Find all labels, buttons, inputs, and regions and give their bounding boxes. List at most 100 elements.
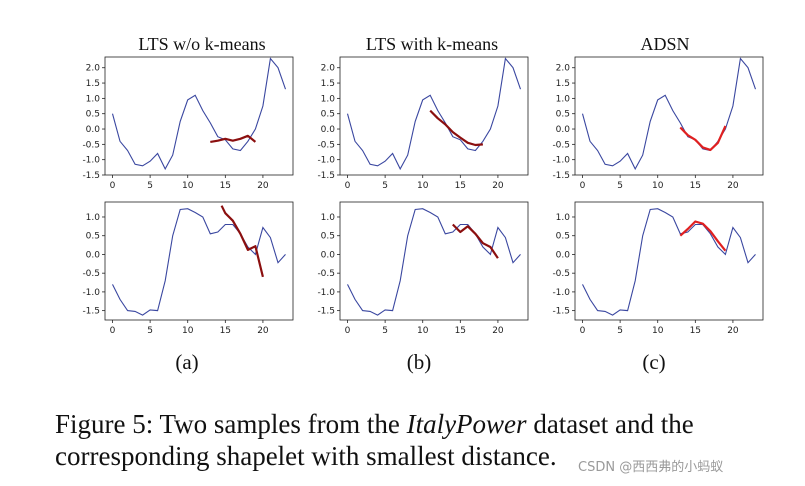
y-tick-label: 1.0 xyxy=(556,213,571,223)
x-tick-label: 20 xyxy=(727,326,739,336)
x-tick-label: 15 xyxy=(220,326,231,336)
shapelet-line xyxy=(210,134,257,143)
x-tick-label: 0 xyxy=(345,181,351,191)
y-tick-label: 0.5 xyxy=(86,232,100,242)
shapelet-line xyxy=(452,223,499,259)
y-tick-label: 1.5 xyxy=(86,79,100,89)
x-tick-label: 5 xyxy=(147,181,153,191)
x-tick-label: 15 xyxy=(220,181,231,191)
series-line xyxy=(582,208,756,316)
plot-frame xyxy=(574,56,764,176)
y-tick-label: -0.5 xyxy=(82,140,100,150)
y-tick-label: 2.0 xyxy=(556,64,571,74)
sublabel-b: (b) xyxy=(407,350,432,374)
y-tick-label: -1.5 xyxy=(317,171,335,181)
x-tick-label: 20 xyxy=(492,326,504,336)
y-tick-label: 0.5 xyxy=(556,232,570,242)
y-tick-label: -1.5 xyxy=(552,307,570,317)
x-tick-label: 10 xyxy=(417,326,429,336)
y-tick-label: -0.5 xyxy=(317,140,335,150)
plot-frame xyxy=(574,201,764,321)
subplot-1: -1.5 -1.0 -0.5 0.0 0.5 1.0 1.5 2.0 0 5 10 15 20 xyxy=(317,56,529,191)
y-tick-label: -1.5 xyxy=(82,171,100,181)
x-tick-label: 15 xyxy=(690,326,701,336)
y-tick-label: -0.5 xyxy=(552,269,570,279)
shapelet-line xyxy=(429,109,483,147)
y-tick-label: 0.5 xyxy=(556,110,570,120)
y-tick-label: 0.0 xyxy=(86,250,101,260)
x-tick-label: 20 xyxy=(727,181,739,191)
x-tick-label: 10 xyxy=(182,181,194,191)
x-tick-label: 15 xyxy=(690,181,701,191)
x-tick-label: 0 xyxy=(110,181,116,191)
subplot-3: -1.5 -1.0 -0.5 0.0 0.5 1.0 0 5 10 15 20 xyxy=(82,201,294,336)
subplot-0: -1.5 -1.0 -0.5 0.0 0.5 1.0 1.5 2.0 0 5 10 15 20 xyxy=(82,56,294,191)
x-tick-label: 20 xyxy=(257,181,269,191)
y-tick-label: 2.0 xyxy=(86,64,101,74)
x-tick-label: 0 xyxy=(110,326,116,336)
panel-title-a: LTS w/o k-means xyxy=(138,34,265,54)
panel-title-b: LTS with k-means xyxy=(366,34,498,54)
x-tick-label: 15 xyxy=(455,326,466,336)
caption-dataset: ItalyPower xyxy=(406,409,527,439)
plot-frame xyxy=(104,201,294,321)
x-tick-label: 10 xyxy=(417,181,429,191)
y-tick-label: -1.5 xyxy=(82,307,100,317)
x-tick-label: 10 xyxy=(652,181,664,191)
subplot-2: -1.5 -1.0 -0.5 0.0 0.5 1.0 1.5 2.0 0 5 10 15 20 xyxy=(552,56,764,191)
sublabel-a: (a) xyxy=(175,350,198,374)
plot-frame xyxy=(104,56,294,176)
subplot-4: -1.5 -1.0 -0.5 0.0 0.5 1.0 0 5 10 15 20 xyxy=(317,201,529,336)
y-tick-label: -1.0 xyxy=(552,288,570,298)
y-tick-label: 1.0 xyxy=(321,213,336,223)
y-tick-label: 0.0 xyxy=(556,125,571,135)
y-tick-label: 0.5 xyxy=(321,110,335,120)
y-tick-label: -1.0 xyxy=(317,156,335,166)
y-tick-label: -1.0 xyxy=(82,288,100,298)
y-tick-label: -1.0 xyxy=(552,156,570,166)
x-tick-label: 20 xyxy=(257,326,269,336)
sublabel-c: (c) xyxy=(642,350,665,374)
x-tick-label: 15 xyxy=(455,181,466,191)
y-tick-label: 1.0 xyxy=(556,94,571,104)
shapelet-line xyxy=(679,125,727,151)
y-tick-label: 0.5 xyxy=(321,232,335,242)
y-tick-label: 1.0 xyxy=(86,213,101,223)
subplot-grid: -1.5-1.0-0.50.00.51.01.52.00 5 10 15 20-1.5-… xyxy=(82,56,764,336)
plot-frame xyxy=(339,201,529,321)
y-tick-label: 1.5 xyxy=(556,79,570,89)
series-line xyxy=(346,57,522,171)
series-line xyxy=(111,57,287,171)
y-tick-label: -0.5 xyxy=(552,140,570,150)
y-tick-label: 0.0 xyxy=(86,125,101,135)
x-tick-label: 0 xyxy=(580,326,586,336)
subplot-5: -1.5 -1.0 -0.5 0.0 0.5 1.0 0 5 10 15 20 xyxy=(552,201,764,336)
y-tick-label: 0.5 xyxy=(86,110,100,120)
series-line xyxy=(581,57,757,171)
figure-canvas: LTS w/o k-means LTS with k-means ADSN -1… xyxy=(82,34,764,374)
x-tick-label: 5 xyxy=(617,326,623,336)
y-tick-label: 2.0 xyxy=(321,64,336,74)
x-tick-label: 5 xyxy=(382,326,388,336)
y-tick-label: -1.0 xyxy=(317,288,335,298)
x-tick-label: 5 xyxy=(147,326,153,336)
y-tick-label: 1.5 xyxy=(321,79,335,89)
y-tick-label: -0.5 xyxy=(317,269,335,279)
y-tick-label: -0.5 xyxy=(82,269,100,279)
shapelet-line xyxy=(220,205,264,278)
x-tick-label: 10 xyxy=(182,326,194,336)
shapelet-line xyxy=(679,220,727,252)
y-tick-label: 0.0 xyxy=(556,250,571,260)
caption-prefix: Figure 5: Two samples from the xyxy=(55,409,407,439)
y-tick-label: 1.0 xyxy=(86,94,101,104)
panel-title-c: ADSN xyxy=(640,34,689,54)
y-tick-label: -1.0 xyxy=(82,156,100,166)
y-tick-label: -1.5 xyxy=(552,171,570,181)
y-tick-label: 1.0 xyxy=(321,94,336,104)
figure-caption: Figure 5: Two samples from the ItalyPowe… xyxy=(55,408,800,472)
x-tick-label: 5 xyxy=(617,181,623,191)
x-tick-label: 20 xyxy=(492,181,504,191)
y-tick-label: -1.5 xyxy=(317,307,335,317)
watermark: CSDN @西西弗的小蚂蚁 xyxy=(578,460,724,475)
y-tick-label: 0.0 xyxy=(321,250,336,260)
